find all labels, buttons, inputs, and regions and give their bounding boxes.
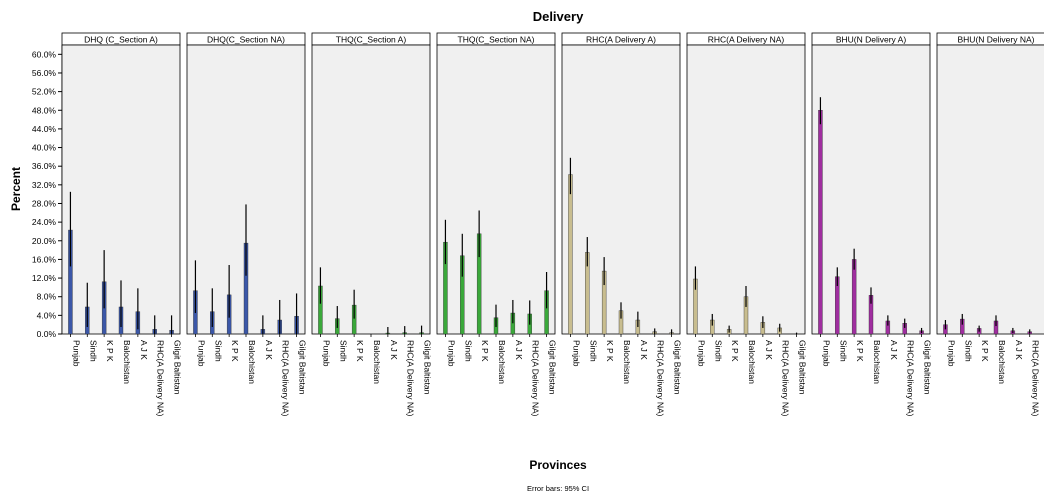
x-tick-label: Gilgit Baltistan xyxy=(673,340,683,395)
x-tick-label: Punjab xyxy=(196,340,206,367)
x-tick-label: Balochistan xyxy=(372,340,382,384)
x-tick-label: Punjab xyxy=(571,340,581,367)
x-tick-label: K P K xyxy=(230,340,240,362)
panel-title: DHQ(C_Section NA) xyxy=(207,35,285,45)
x-tick-label: A J K xyxy=(639,340,649,360)
y-tick-label: 60.0% xyxy=(32,49,57,59)
x-tick-label: Gilgit Baltistan xyxy=(298,340,308,395)
y-tick-label: 4.0% xyxy=(37,310,57,320)
x-tick-label: Balochistan xyxy=(497,340,507,384)
panel-title: THQ(C_Section A) xyxy=(336,35,407,45)
x-tick-label: Punjab xyxy=(696,340,706,367)
y-tick-label: 24.0% xyxy=(32,217,57,227)
x-tick-label: A J K xyxy=(389,340,399,360)
x-tick-label: K P K xyxy=(605,340,615,362)
x-tick-label: RHC(A Delivery NA) xyxy=(656,340,666,417)
y-tick-label: 52.0% xyxy=(32,87,57,97)
x-tick-label: A J K xyxy=(1014,340,1024,360)
x-tick-label: Gilgit Baltistan xyxy=(423,340,433,395)
panel-title: RHC(A Delivery NA) xyxy=(708,35,785,45)
x-tick-label: Punjab xyxy=(446,340,456,367)
x-tick-label: RHC(A Delivery NA) xyxy=(1031,340,1041,417)
x-tick-label: Punjab xyxy=(821,340,831,367)
x-tick-label: Sindh xyxy=(338,340,348,362)
x-axis-label: Provinces xyxy=(529,458,587,472)
x-tick-label: K P K xyxy=(855,340,865,362)
x-tick-label: Sindh xyxy=(713,340,723,362)
x-tick-label: Sindh xyxy=(463,340,473,362)
y-tick-label: 32.0% xyxy=(32,180,57,190)
x-tick-label: K P K xyxy=(980,340,990,362)
y-axis-label: Percent xyxy=(9,167,23,211)
y-tick-label: 16.0% xyxy=(32,254,57,264)
x-tick-label: Balochistan xyxy=(122,340,132,384)
error-bar-footnote: Error bars: 95% CI xyxy=(527,484,589,493)
x-tick-label: Sindh xyxy=(88,340,98,362)
y-tick-label: 48.0% xyxy=(32,105,57,115)
x-tick-label: Sindh xyxy=(588,340,598,362)
y-tick-label: 0.0% xyxy=(37,329,57,339)
x-tick-label: Balochistan xyxy=(872,340,882,384)
panel-title: THQ(C_Section NA) xyxy=(458,35,535,45)
x-tick-label: Punjab xyxy=(71,340,81,367)
panel-plot-area xyxy=(811,44,931,335)
y-tick-label: 40.0% xyxy=(32,143,57,153)
x-tick-label: K P K xyxy=(105,340,115,362)
x-tick-label: Sindh xyxy=(963,340,973,362)
chart-title: Delivery xyxy=(533,9,584,24)
x-tick-label: K P K xyxy=(730,340,740,362)
x-tick-label: Balochistan xyxy=(997,340,1007,384)
y-tick-label: 28.0% xyxy=(32,198,57,208)
x-tick-label: A J K xyxy=(264,340,274,360)
x-tick-label: Balochistan xyxy=(247,340,257,384)
bar xyxy=(568,174,573,335)
x-tick-label: RHC(A Delivery NA) xyxy=(531,340,541,417)
x-tick-label: RHC(A Delivery NA) xyxy=(156,340,166,417)
x-tick-label: A J K xyxy=(514,340,524,360)
x-tick-label: Gilgit Baltistan xyxy=(548,340,558,395)
x-tick-label: A J K xyxy=(764,340,774,360)
bar xyxy=(851,259,857,335)
x-tick-label: Gilgit Baltistan xyxy=(923,340,933,395)
panel-plot-area xyxy=(311,44,431,335)
bar xyxy=(818,110,823,335)
x-tick-label: Punjab xyxy=(946,340,956,367)
x-tick-label: Gilgit Baltistan xyxy=(173,340,183,395)
y-tick-label: 12.0% xyxy=(32,273,57,283)
x-tick-label: A J K xyxy=(139,340,149,360)
x-tick-label: Balochistan xyxy=(622,340,632,384)
x-tick-label: RHC(A Delivery NA) xyxy=(781,340,791,417)
x-tick-label: Sindh xyxy=(838,340,848,362)
y-tick-label: 56.0% xyxy=(32,68,57,78)
panel-title: RHC(A Delivery A) xyxy=(586,35,656,45)
panel-plot-area xyxy=(686,44,806,335)
x-tick-label: K P K xyxy=(480,340,490,362)
panel-plot-area xyxy=(936,44,1044,335)
panel-title: BHU(N Delivery A) xyxy=(836,35,907,45)
panel-plot-area xyxy=(561,44,681,335)
panel-plot-area xyxy=(436,44,556,335)
panel-title: BHU(N Delivery NA) xyxy=(958,35,1035,45)
x-tick-label: Gilgit Baltistan xyxy=(798,340,808,395)
y-tick-label: 44.0% xyxy=(32,124,57,134)
x-tick-label: Punjab xyxy=(321,340,331,367)
y-tick-label: 36.0% xyxy=(32,161,57,171)
x-tick-label: A J K xyxy=(889,340,899,360)
x-tick-label: RHC(A Delivery NA) xyxy=(906,340,916,417)
x-tick-label: Sindh xyxy=(213,340,223,362)
y-tick-label: 20.0% xyxy=(32,236,57,246)
x-tick-label: RHC(A Delivery NA) xyxy=(406,340,416,417)
x-tick-label: Balochistan xyxy=(747,340,757,384)
panel-title: DHQ (C_Section A) xyxy=(84,35,158,45)
x-tick-label: K P K xyxy=(355,340,365,362)
x-tick-label: RHC(A Delivery NA) xyxy=(281,340,291,417)
y-tick-label: 8.0% xyxy=(37,292,57,302)
